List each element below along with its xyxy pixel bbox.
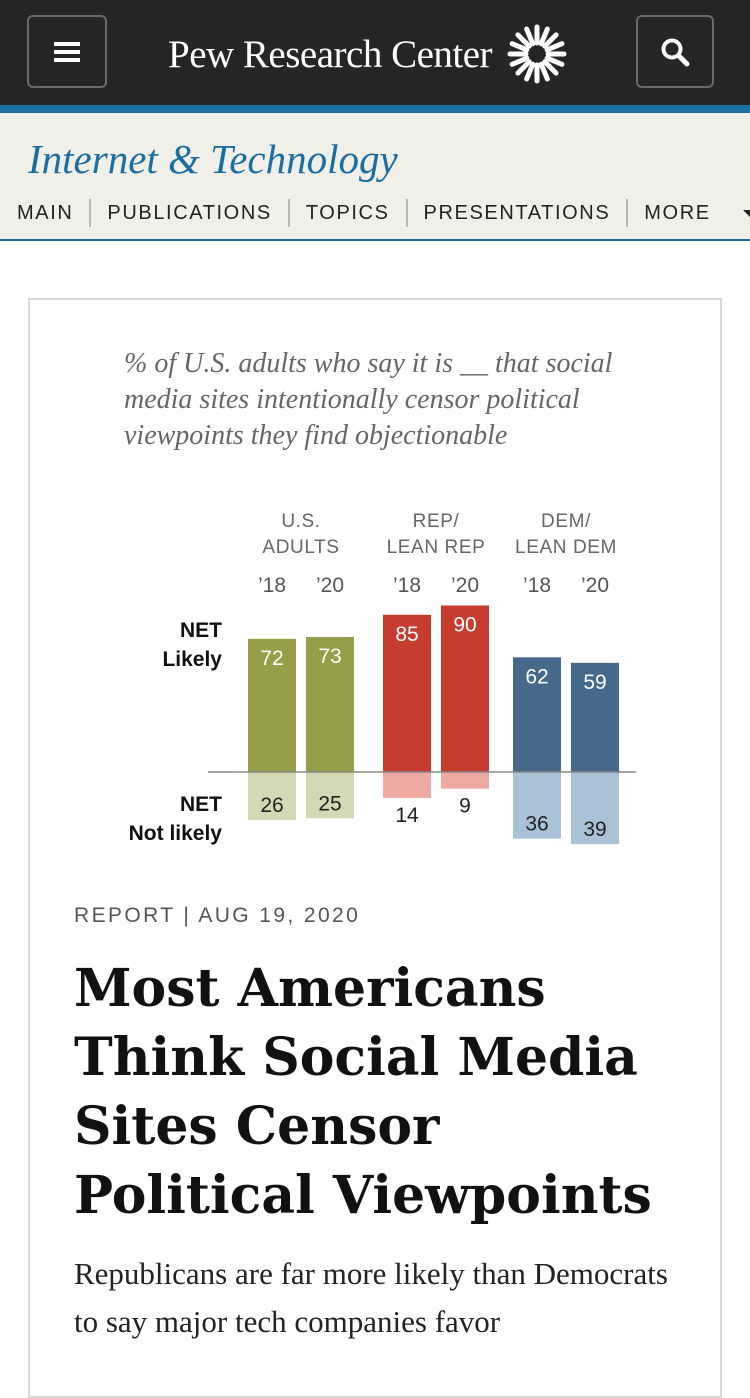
bar-not-likely [441, 772, 489, 789]
nav-topics[interactable]: TOPICS [290, 199, 408, 227]
bar-likely [306, 636, 354, 772]
year-label: ’18 [258, 574, 286, 597]
bar-likely-label: 72 [260, 647, 283, 670]
bar-not-likely [306, 772, 354, 819]
bar-not-likely-label: 39 [583, 818, 606, 841]
bar-chart: NET Likely NET Not likely U.S. ADULTS ’18 72 26 ’… [129, 511, 636, 845]
article-meta: REPORT | AUG 19, 2020 [74, 904, 361, 927]
row-label-not-likely: NET [180, 793, 222, 816]
search-button[interactable] [636, 15, 714, 88]
year-label: ’18 [393, 574, 421, 597]
hamburger-icon [54, 41, 80, 62]
row-label-not-likely: Not likely [129, 822, 223, 845]
search-icon [661, 38, 690, 66]
bar-likely [513, 657, 561, 772]
bar-likely-label: 73 [318, 645, 341, 668]
menu-button[interactable] [27, 15, 107, 88]
section-nav: MAIN PUBLICATIONS TOPICS PRESENTATIONS M… [0, 197, 750, 229]
row-label-likely: NET [180, 619, 222, 642]
bar-likely [383, 614, 431, 772]
bar-likely-label: 59 [583, 671, 606, 694]
bar-likely [441, 605, 489, 772]
brand-name: Pew Research Center [168, 32, 493, 76]
nav-main[interactable]: MAIN [0, 199, 92, 227]
header-accent-rule [0, 105, 750, 113]
bar-likely [248, 638, 296, 772]
nav-publications[interactable]: PUBLICATIONS [91, 199, 290, 227]
group-label: DEM/ [541, 511, 591, 532]
nav-presentations[interactable]: PRESENTATIONS [408, 199, 629, 227]
bar-not-likely-label: 9 [459, 795, 471, 818]
bar-likely [571, 662, 619, 772]
bar-not-likely [248, 772, 296, 821]
year-label: ’20 [451, 574, 479, 597]
group-label: U.S. [281, 511, 320, 532]
group-label: LEAN REP [387, 537, 486, 558]
chevron-down-icon [742, 209, 750, 217]
article-deck: Republicans are far more likely than Dem… [74, 1256, 668, 1339]
site-header: Pew Research Center [0, 0, 750, 105]
bar-not-likely-label: 25 [318, 792, 341, 815]
group-label: LEAN DEM [515, 537, 617, 558]
year-label: ’18 [523, 574, 551, 597]
bar-not-likely [513, 772, 561, 839]
brand-logo[interactable]: Pew Research Center [168, 24, 568, 84]
bar-likely-label: 62 [525, 665, 548, 688]
bar-not-likely [571, 772, 619, 845]
bar-not-likely-label: 26 [260, 794, 283, 817]
row-label-likely: Likely [162, 648, 222, 671]
section-title[interactable]: Internet & Technology [28, 136, 398, 182]
nav-more-label: MORE [644, 202, 711, 224]
section-header: Internet & Technology MAIN PUBLICATIONS … [0, 113, 750, 241]
chart-subtitle: % of U.S. adults who say it is __ that s… [124, 348, 613, 451]
year-label: ’20 [316, 574, 344, 597]
sunburst-logo-icon [507, 24, 567, 84]
bar-likely-label: 85 [395, 623, 418, 646]
group-label: REP/ [413, 511, 460, 532]
article-headline[interactable]: Most Americans Think Social Media Sites … [74, 958, 652, 1226]
year-label: ’20 [581, 574, 609, 597]
bar-not-likely [383, 772, 431, 798]
bar-not-likely-label: 14 [395, 804, 419, 827]
bar-likely-label: 90 [453, 614, 476, 637]
bar-not-likely-label: 36 [525, 813, 548, 836]
article-card[interactable]: % of U.S. adults who say it is __ that s… [28, 298, 722, 1398]
nav-more[interactable]: MORE [628, 199, 750, 227]
group-label: ADULTS [262, 537, 339, 558]
